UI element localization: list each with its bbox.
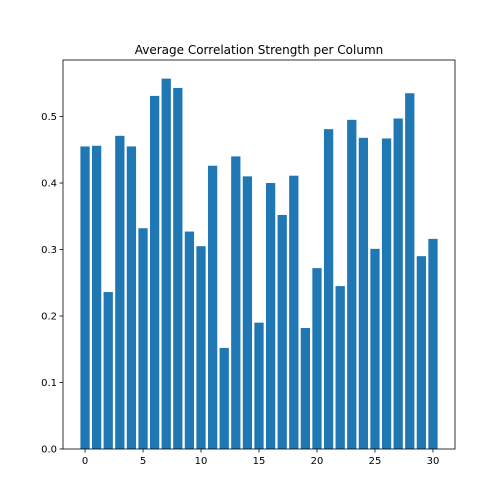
bar-0	[80, 146, 90, 449]
bar-26	[381, 138, 392, 449]
x-tick-label: 15	[253, 456, 266, 467]
bar-3	[115, 135, 125, 449]
y-tick-label: 0.2	[41, 312, 57, 323]
bar-2	[103, 292, 113, 449]
bar-19	[300, 327, 311, 449]
bar-14	[242, 176, 253, 449]
bar-13	[231, 156, 241, 450]
bar-10	[196, 246, 206, 449]
y-tick-label: 0.4	[41, 179, 57, 190]
plot-frame	[62, 59, 456, 450]
x-tick-label: 30	[427, 456, 440, 467]
x-tick-label: 5	[140, 456, 146, 467]
bar-12	[219, 347, 229, 449]
x-tick-label: 0	[82, 456, 88, 467]
bar-28	[405, 93, 415, 449]
bar-25	[370, 248, 380, 449]
bar-18	[289, 175, 299, 449]
x-tick-label: 25	[369, 456, 382, 467]
bar-24	[358, 137, 369, 450]
bar-30	[428, 238, 438, 449]
bar-22	[335, 286, 345, 449]
bar-17	[277, 214, 287, 449]
bar-23	[347, 119, 357, 449]
bar-1	[91, 145, 102, 449]
bar-9	[184, 231, 195, 449]
bar-4	[126, 146, 137, 449]
chart-title: Average Correlation Strength per Column	[135, 43, 384, 57]
x-axis-ticks: 0 5 10 15 20 25 30	[82, 449, 439, 467]
y-tick-label: 0.5	[41, 112, 57, 123]
bar-8	[173, 87, 183, 450]
bars-group	[80, 78, 438, 450]
x-tick-label: 20	[311, 456, 324, 467]
bar-16	[265, 183, 276, 449]
bar-21	[323, 129, 334, 449]
y-tick-label: 0.3	[41, 245, 57, 256]
bar-11	[207, 165, 218, 450]
bar-7	[161, 78, 171, 450]
y-axis-ticks: 0.0 0.1 0.2 0.3 0.4 0.5	[41, 112, 63, 456]
bar-20	[312, 268, 322, 449]
bar-27	[393, 118, 403, 450]
y-tick-label: 0.1	[41, 378, 57, 389]
bar-15	[254, 322, 264, 449]
bar-6	[149, 95, 160, 449]
bar-29	[416, 256, 427, 449]
bar-5	[138, 228, 148, 449]
y-tick-label: 0.0	[41, 445, 57, 456]
x-tick-label: 10	[195, 456, 208, 467]
